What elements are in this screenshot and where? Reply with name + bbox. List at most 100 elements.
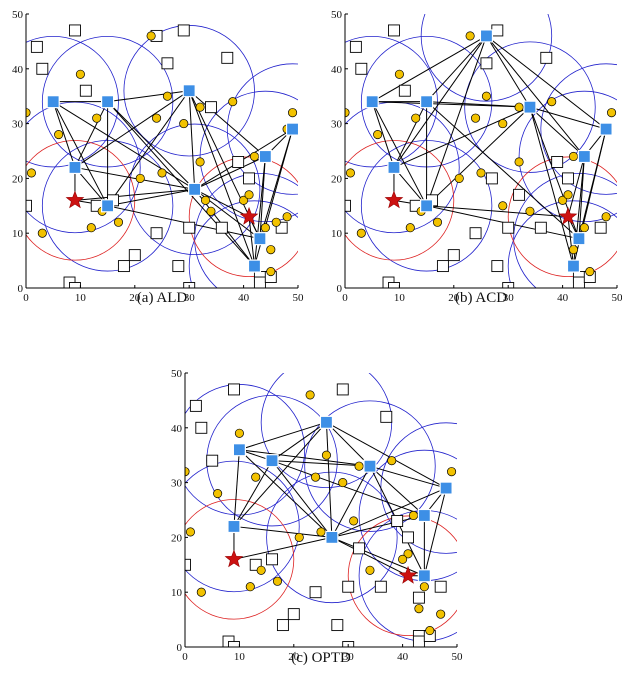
relay-node: [420, 95, 434, 109]
square-point: [572, 276, 585, 288]
circle-point: [419, 582, 429, 592]
link-line: [371, 101, 395, 168]
link-line: [52, 101, 76, 168]
y-tick-label: 50: [171, 368, 183, 380]
target-star: [65, 190, 85, 209]
coverage-circle: [194, 173, 298, 288]
link-line: [326, 421, 447, 489]
circle-point: [234, 428, 244, 438]
relay-node: [285, 122, 298, 136]
square-point: [249, 558, 262, 571]
panel-caption: (b) ACD: [455, 290, 507, 306]
link-line: [486, 35, 531, 108]
panel-1: 0 10 20 30 40 50 0 10 20 30 40 50 (b) ACD: [331, 9, 622, 306]
link-line: [107, 90, 190, 207]
link-line: [253, 128, 294, 267]
square-point: [177, 24, 190, 37]
square-point: [485, 172, 498, 185]
coverage-circle: [540, 63, 617, 195]
link-line: [331, 514, 425, 538]
circle-point: [206, 206, 216, 216]
circle-point: [403, 549, 413, 559]
circle-point: [272, 576, 283, 586]
coverage-circle: [513, 173, 617, 288]
circle-point: [432, 217, 443, 227]
square-point: [232, 156, 245, 168]
circle-point: [196, 587, 206, 597]
circle-point: [394, 69, 404, 79]
coverage-circle: [345, 36, 438, 168]
square-point: [551, 156, 564, 168]
relay-node: [566, 259, 581, 273]
circle-point: [579, 223, 589, 233]
link-line: [107, 101, 255, 267]
y-tick-label: 20: [12, 173, 24, 185]
coverage-circle: [304, 400, 436, 532]
x-tick-label: 20: [448, 292, 460, 304]
x-tick-label: 30: [343, 651, 355, 663]
circle-point: [498, 119, 508, 129]
relay-node: [319, 415, 334, 429]
link-line: [529, 106, 607, 130]
relay-node: [577, 149, 591, 164]
coverage-circle: [266, 471, 398, 604]
relay-node: [387, 160, 401, 175]
circle-point: [228, 97, 238, 107]
circle-point: [75, 69, 85, 79]
circle-point: [405, 223, 415, 233]
circle-point: [195, 102, 205, 112]
square-point: [172, 260, 185, 273]
link-line: [325, 422, 333, 538]
x-tick-label: 50: [452, 651, 464, 663]
y-tick-label: 0: [337, 283, 343, 295]
circle-point: [411, 113, 421, 123]
link-line: [188, 90, 266, 157]
relay-node: [523, 100, 537, 114]
x-tick-label: 30: [184, 292, 196, 304]
square-point: [275, 221, 288, 234]
circle-point: [239, 195, 249, 205]
square-point: [355, 62, 368, 75]
circle-point: [558, 195, 568, 205]
circle-point: [305, 390, 315, 400]
square-point: [491, 24, 504, 37]
link-line: [253, 156, 266, 267]
x-tick-label: 30: [503, 292, 515, 304]
y-tick-label: 10: [171, 587, 183, 599]
link-line: [371, 35, 487, 103]
circle-point: [408, 510, 419, 521]
square-point: [391, 515, 404, 527]
link-line: [371, 101, 428, 207]
link-line: [393, 35, 487, 168]
y-tick-label: 10: [331, 228, 343, 240]
coverage-circle: [26, 36, 119, 168]
circle-point: [568, 245, 579, 255]
circle-point: [601, 212, 611, 222]
square-point: [228, 383, 240, 396]
circle-point: [92, 113, 102, 123]
relay-node: [188, 182, 202, 196]
circle-point: [256, 565, 266, 575]
circle-point: [113, 217, 124, 227]
circle-point: [563, 190, 573, 200]
y-tick-label: 10: [12, 228, 24, 240]
circle-point: [321, 450, 331, 460]
circle-point: [135, 173, 145, 183]
circle-point: [354, 461, 364, 471]
square-point: [243, 172, 255, 185]
y-tick-label: 30: [12, 119, 24, 131]
link-line: [272, 460, 370, 467]
square-point: [26, 199, 32, 212]
link-line: [233, 460, 273, 527]
link-line: [107, 188, 195, 207]
link-line: [393, 101, 428, 168]
circle-point: [86, 223, 96, 233]
link-line: [486, 35, 607, 130]
y-tick-label: 40: [331, 64, 343, 76]
x-tick-label: 0: [342, 292, 348, 304]
relay-node: [417, 508, 431, 523]
square-point: [117, 260, 130, 273]
relay-node: [325, 530, 339, 545]
target-range-circle: [507, 156, 617, 277]
square-point: [36, 62, 49, 75]
